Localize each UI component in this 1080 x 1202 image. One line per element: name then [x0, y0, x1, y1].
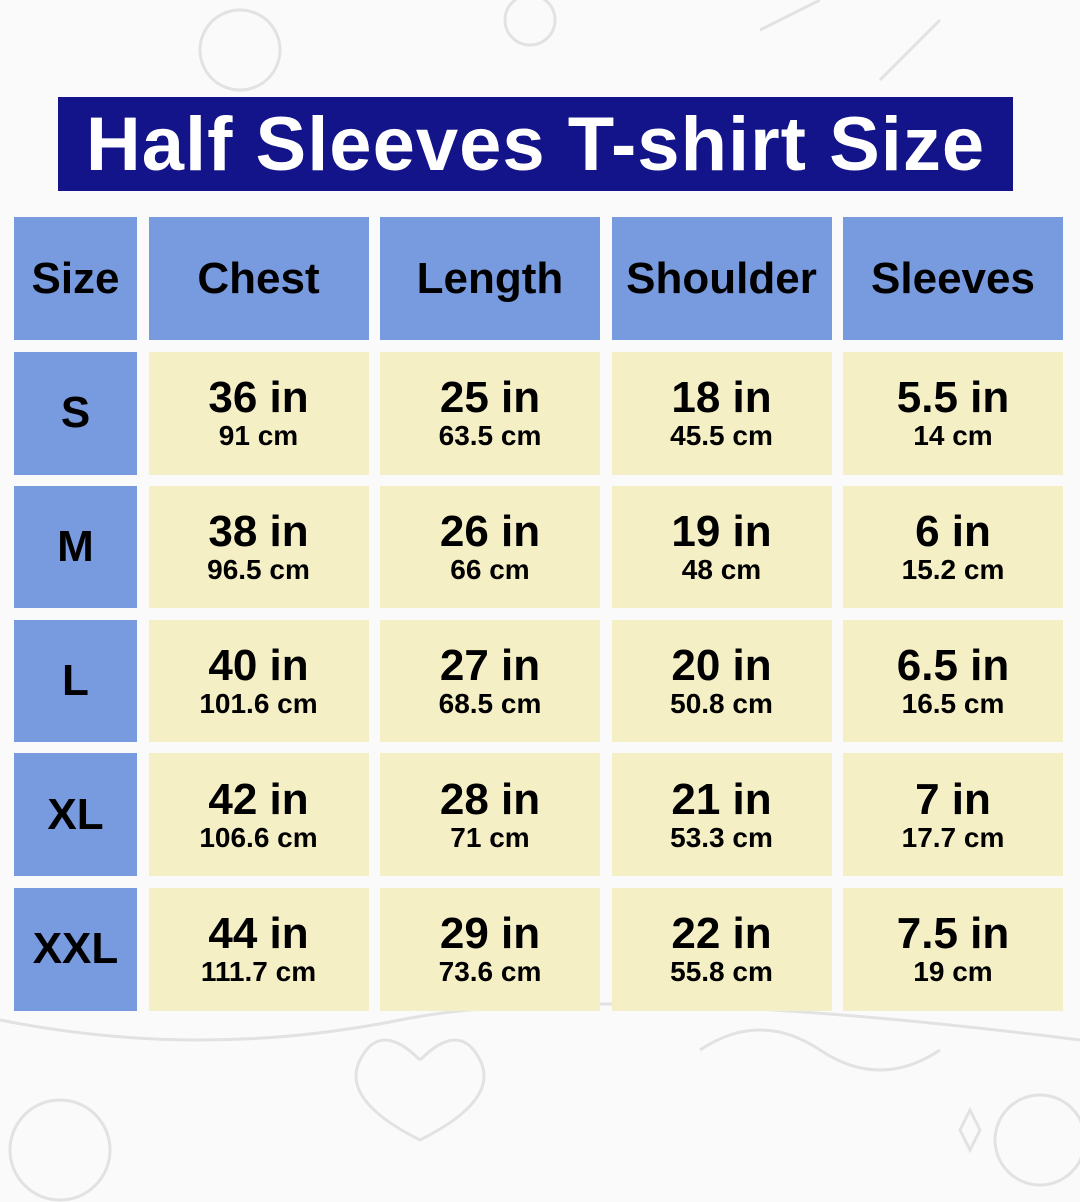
measurement-cell: 44 in 111.7 cm	[148, 887, 369, 1011]
column-header-sleeves: Sleeves	[843, 217, 1063, 340]
measurement-cell: 26 in 66 cm	[380, 486, 600, 608]
centimeters-value: 96.5 cm	[207, 554, 310, 585]
centimeters-value: 106.6 cm	[199, 821, 318, 853]
measurement-cell: 42 in 106.6 cm	[148, 753, 369, 876]
inches-value: 21 in	[671, 774, 772, 824]
centimeters-value: 16.5 cm	[901, 687, 1005, 719]
inches-value: 29 in	[439, 909, 541, 958]
measurement-cell: 22 in 55.8 cm	[611, 887, 832, 1011]
page-title: Half Sleeves T-shirt Size	[58, 97, 1013, 191]
measurement-cell: 19 in 48 cm	[611, 486, 832, 608]
size-label: XL	[14, 753, 137, 876]
measurement-cell: 6 in 15.2 cm	[843, 486, 1063, 608]
centimeters-value: 17.7 cm	[901, 821, 1005, 853]
inches-value: 19 in	[671, 507, 772, 556]
measurement-cell: 28 in 71 cm	[380, 753, 600, 876]
inches-value: 44 in	[208, 909, 309, 958]
measurement-cell: 20 in 50.8 cm	[611, 619, 832, 742]
centimeters-value: 50.8 cm	[670, 687, 773, 719]
column-header-chest: Chest	[148, 217, 369, 340]
inches-value: 6.5 in	[896, 640, 1010, 690]
inches-value: 40 in	[208, 640, 309, 690]
centimeters-value: 68.5 cm	[438, 687, 542, 719]
column-header-size: Size	[14, 217, 137, 340]
inches-value: 38 in	[208, 507, 309, 556]
centimeters-value: 15.2 cm	[901, 554, 1005, 585]
inches-value: 27 in	[439, 640, 541, 690]
measurement-cell: 29 in 73.6 cm	[380, 887, 600, 1011]
measurement-cell: 21 in 53.3 cm	[611, 753, 832, 876]
inches-value: 36 in	[208, 373, 309, 422]
centimeters-value: 63.5 cm	[438, 420, 542, 451]
inches-value: 20 in	[671, 640, 772, 690]
inches-value: 28 in	[439, 774, 541, 824]
size-label: M	[14, 486, 137, 608]
inches-value: 5.5 in	[896, 373, 1010, 422]
centimeters-value: 53.3 cm	[670, 821, 773, 853]
centimeters-value: 91 cm	[218, 420, 299, 451]
measurement-cell: 38 in 96.5 cm	[148, 486, 369, 608]
measurement-cell: 7.5 in 19 cm	[843, 887, 1063, 1011]
size-label: L	[14, 619, 137, 742]
centimeters-value: 19 cm	[913, 956, 993, 987]
measurement-cell: 25 in 63.5 cm	[380, 351, 600, 475]
inches-value: 22 in	[671, 909, 772, 958]
centimeters-value: 45.5 cm	[670, 420, 773, 451]
size-label: XXL	[14, 887, 137, 1011]
measurement-cell: 40 in 101.6 cm	[148, 619, 369, 742]
inches-value: 25 in	[439, 373, 541, 422]
inches-value: 6 in	[915, 507, 991, 556]
centimeters-value: 71 cm	[450, 821, 530, 853]
centimeters-value: 73.6 cm	[438, 956, 542, 987]
inches-value: 18 in	[671, 373, 772, 422]
measurement-cell: 7 in 17.7 cm	[843, 753, 1063, 876]
size-label: S	[14, 351, 137, 475]
centimeters-value: 48 cm	[681, 554, 762, 585]
inches-value: 7.5 in	[896, 909, 1010, 958]
inches-value: 42 in	[208, 774, 309, 824]
centimeters-value: 14 cm	[913, 420, 993, 451]
column-header-shoulder: Shoulder	[611, 217, 832, 340]
measurement-cell: 27 in 68.5 cm	[380, 619, 600, 742]
measurement-cell: 18 in 45.5 cm	[611, 351, 832, 475]
measurement-cell: 5.5 in 14 cm	[843, 351, 1063, 475]
centimeters-value: 66 cm	[450, 554, 530, 585]
column-header-length: Length	[380, 217, 600, 340]
centimeters-value: 101.6 cm	[199, 687, 318, 719]
measurement-cell: 36 in 91 cm	[148, 351, 369, 475]
inches-value: 26 in	[439, 507, 541, 556]
inches-value: 7 in	[915, 774, 991, 824]
centimeters-value: 55.8 cm	[670, 956, 773, 987]
size-chart-table: Size Chest Length Shoulder Sleeves S 36 in 91 c…	[14, 217, 1063, 1011]
centimeters-value: 111.7 cm	[200, 956, 317, 987]
measurement-cell: 6.5 in 16.5 cm	[843, 619, 1063, 742]
